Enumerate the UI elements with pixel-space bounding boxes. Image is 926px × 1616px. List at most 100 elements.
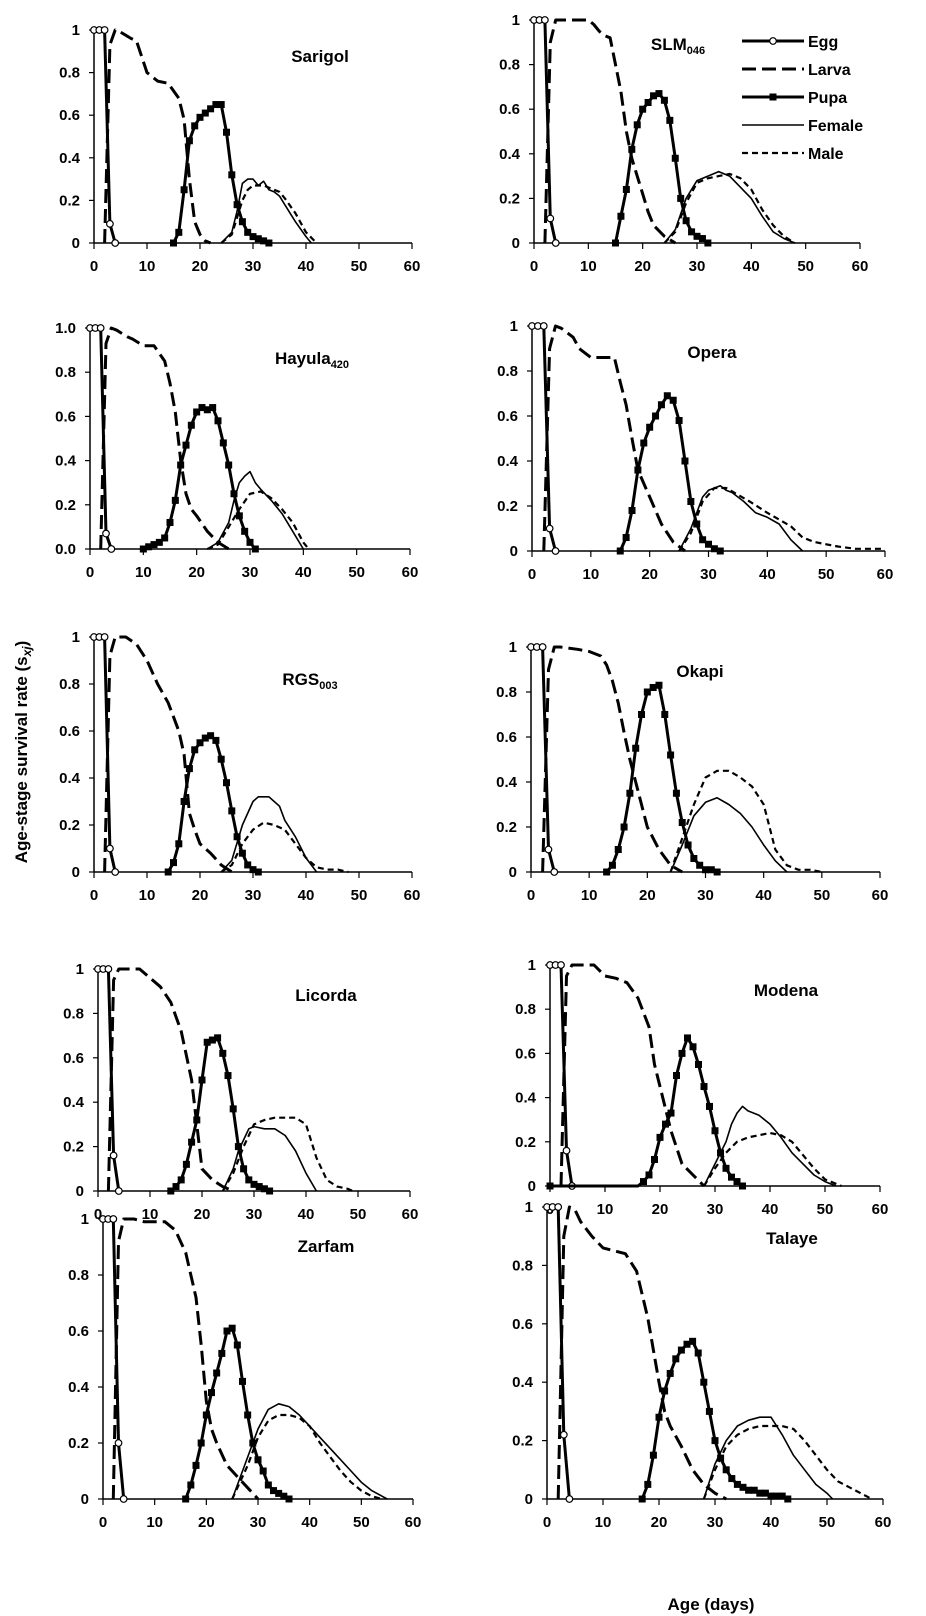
- pupa-point: [251, 545, 259, 553]
- x-tick-label: 30: [250, 1514, 267, 1531]
- y-tick-label: 0.6: [68, 1323, 89, 1340]
- chart-panel: 0 10 20 30 40 50 60 0 0.2 0.4 0.6 0.8 1 Opera: [497, 318, 893, 583]
- x-tick-label: 20: [652, 1201, 669, 1218]
- pupa-point: [651, 1155, 658, 1163]
- y-tick-label: 0: [525, 1491, 533, 1508]
- x-tick-label: 0: [530, 258, 538, 275]
- pupa-point: [217, 755, 225, 763]
- egg-point: [544, 845, 553, 854]
- pupa-point: [645, 1171, 653, 1179]
- x-tick-label: 0: [528, 566, 536, 583]
- x-tick-label: 0: [90, 258, 98, 275]
- y-tick-label: 0: [510, 543, 518, 560]
- x-tick-label: 40: [755, 887, 772, 904]
- x-tick-label: 0: [527, 887, 535, 904]
- panel-title: Hayula420: [275, 349, 349, 371]
- x-tick-label: 60: [405, 1514, 422, 1531]
- egg-point: [551, 239, 560, 247]
- y-tick-label: 0.2: [512, 1433, 533, 1450]
- pupa-point: [230, 490, 238, 498]
- egg-point: [100, 633, 109, 641]
- pupa-point: [275, 1489, 283, 1497]
- pupa-point: [696, 861, 704, 869]
- series-line-male: [669, 769, 823, 874]
- pupa-point: [612, 239, 619, 247]
- egg-point: [114, 1439, 123, 1447]
- pupa-point: [652, 412, 660, 420]
- series-line-egg: [94, 635, 117, 873]
- pupa-point: [666, 116, 674, 124]
- pupa-point: [761, 1489, 769, 1497]
- x-tick-label: 20: [634, 258, 651, 275]
- pupa-point: [172, 1183, 180, 1191]
- y-tick-label: 0.8: [497, 363, 518, 380]
- pupa-point: [208, 1036, 216, 1044]
- chart-panel: 0 10 20 30 40 50 60 0.0 0.2 0.4 0.6 0.8 1.0 Hayula420: [55, 320, 418, 581]
- pupa-point: [185, 765, 193, 773]
- pupa-point: [656, 1133, 664, 1141]
- x-tick-label: 50: [813, 887, 830, 904]
- pupa-point: [270, 1487, 277, 1495]
- pupa-point: [203, 1038, 211, 1046]
- legend-label-egg: Egg: [808, 34, 838, 51]
- series-line-larva: [103, 635, 233, 874]
- x-tick-label: 60: [852, 258, 869, 275]
- pupa-point: [700, 1378, 708, 1386]
- egg-point: [551, 547, 560, 555]
- panel-title: Okapi: [676, 662, 723, 681]
- x-tick-label: 30: [707, 1201, 724, 1218]
- pupa-point: [254, 1456, 262, 1464]
- y-tick-label: 0.2: [55, 497, 76, 514]
- chart-panel: 0 10 20 30 40 50 60 0 0.2 0.4 0.6 0.8 1 SLM046: [499, 12, 868, 275]
- chart-panel: 0 10 20 30 40 50 60 0 0.2 0.4 0.6 0.8 1 Licorda: [63, 961, 418, 1223]
- x-tick-label: 10: [139, 887, 156, 904]
- pupa-point: [223, 779, 230, 787]
- egg-point: [119, 1495, 128, 1503]
- pupa-point: [255, 1183, 263, 1191]
- pupa-point: [546, 1182, 554, 1190]
- y-tick-label: 1: [509, 639, 517, 656]
- x-tick-label: 60: [872, 1201, 889, 1218]
- egg-point: [546, 214, 555, 223]
- x-tick-label: 20: [194, 1206, 211, 1223]
- pupa-point: [209, 404, 217, 412]
- egg-point: [102, 529, 110, 538]
- pupa-point: [728, 1475, 736, 1483]
- pupa-point: [632, 744, 640, 752]
- legend-marker-egg: [769, 37, 777, 45]
- chart-panel: 0 10 20 30 40 50 60 0 0.2 0.4 0.6 0.8 1 Okapi: [496, 639, 888, 904]
- x-tick-label: 30: [700, 566, 717, 583]
- pupa-point: [266, 1187, 274, 1195]
- pupa-point: [677, 1346, 685, 1354]
- y-tick-label: 0.4: [496, 774, 518, 791]
- pupa-point: [655, 90, 663, 98]
- series-line-female: [663, 170, 796, 244]
- pupa-point: [661, 1387, 669, 1395]
- y-tick-label: 0.2: [496, 819, 517, 836]
- x-tick-label: 50: [350, 1206, 367, 1223]
- egg-point: [559, 1430, 568, 1439]
- x-tick-label: 0: [86, 564, 94, 581]
- pupa-point: [240, 1165, 248, 1173]
- x-tick-label: 10: [135, 564, 152, 581]
- y-tick-label: 0.8: [63, 1005, 84, 1022]
- x-tick-label: 40: [295, 564, 312, 581]
- pupa-point: [177, 461, 185, 469]
- pupa-point: [650, 92, 658, 100]
- egg-point: [557, 961, 565, 969]
- y-tick-label: 0.4: [499, 146, 521, 163]
- series-line-larva: [556, 1205, 727, 1501]
- pupa-point: [662, 1120, 669, 1128]
- pupa-point: [260, 237, 268, 245]
- y-tick-label: 1: [525, 1199, 533, 1216]
- pupa-point: [728, 1173, 735, 1181]
- series-line-larva: [103, 28, 212, 245]
- x-tick-label: 10: [139, 258, 156, 275]
- series-line-male: [702, 1424, 873, 1500]
- y-axis-title: Age-stage survival rate (sxj): [12, 641, 34, 864]
- pupa-point: [711, 1437, 719, 1445]
- pupa-point: [238, 849, 246, 857]
- pupa-point: [705, 540, 712, 548]
- pupa-point: [182, 1495, 190, 1503]
- y-tick-label: 0: [72, 235, 80, 252]
